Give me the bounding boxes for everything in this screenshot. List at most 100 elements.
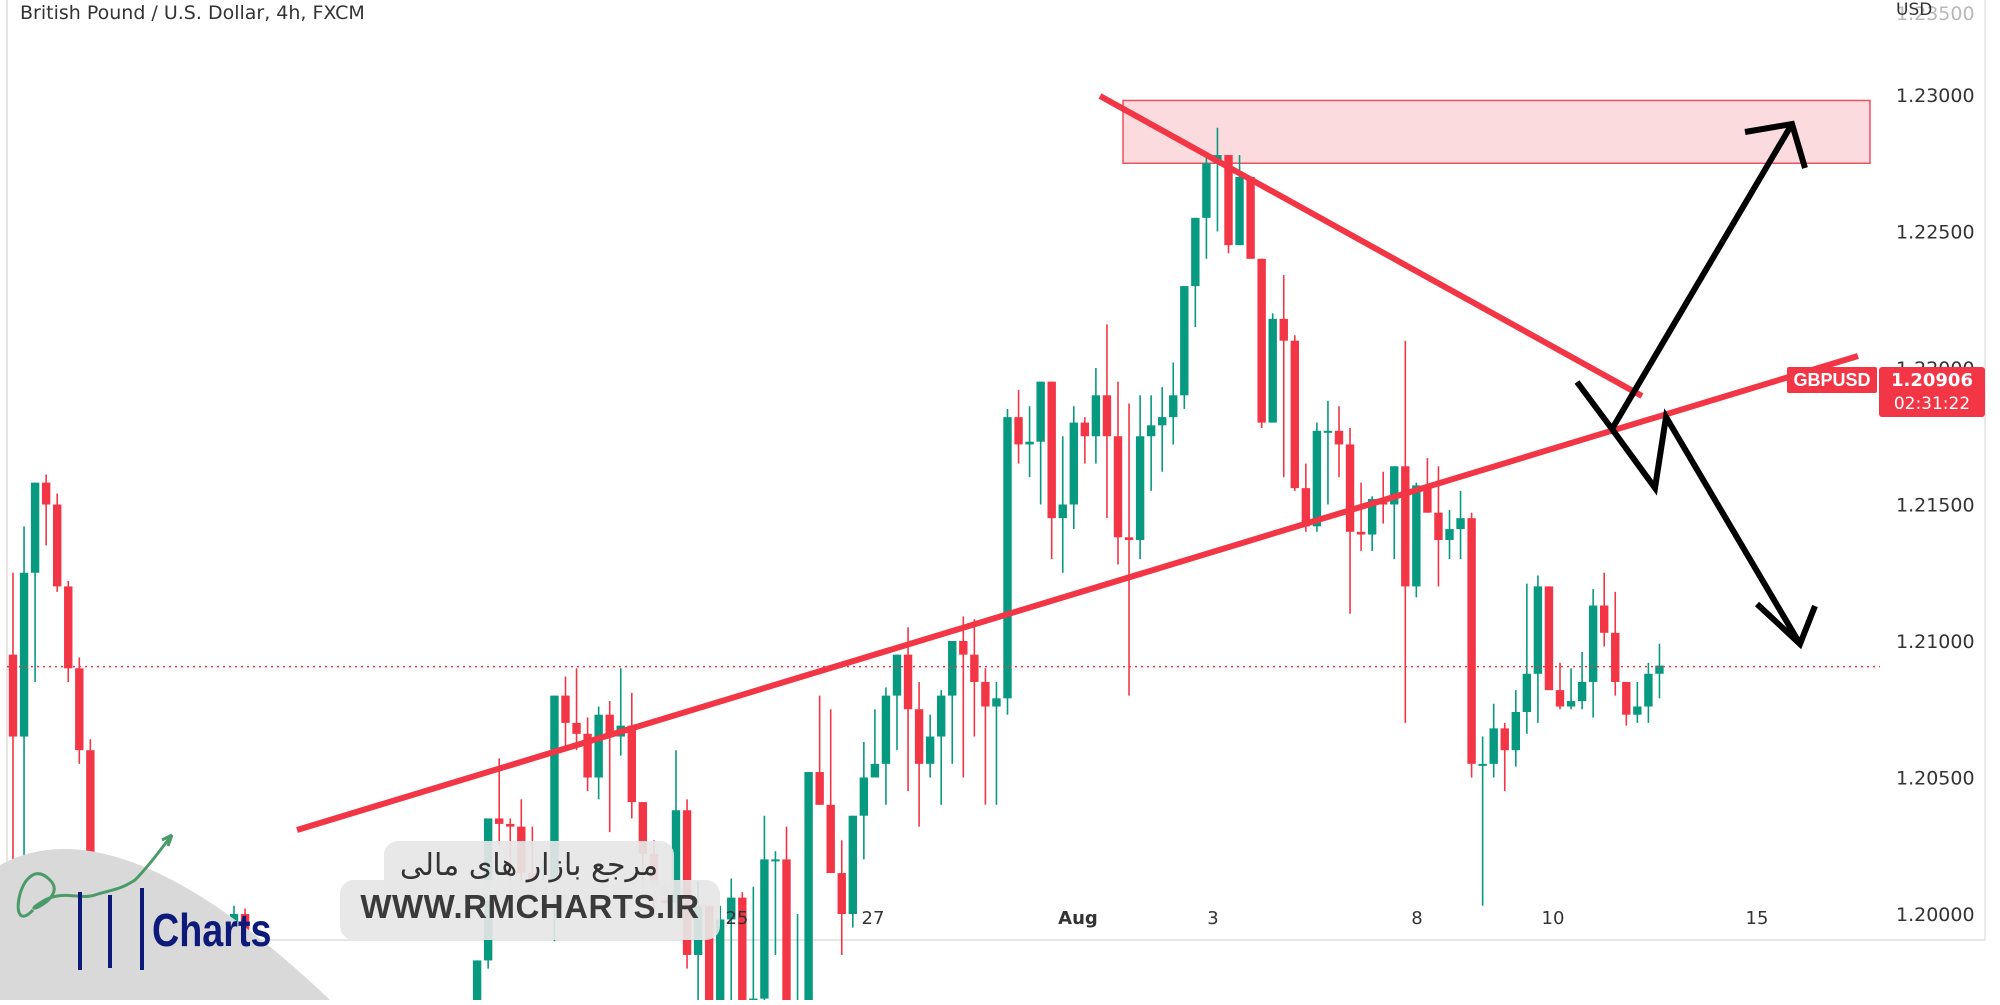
candle: [1047, 381, 1056, 560]
candle: [572, 668, 581, 751]
time-axis[interactable]: 25 27 Aug 3 8 10 15: [726, 908, 1769, 929]
descending-trendline[interactable]: [1098, 93, 1644, 399]
candle-body: [937, 695, 946, 737]
candle: [981, 668, 990, 805]
candle-body: [1356, 531, 1366, 535]
candle: [760, 815, 769, 1000]
candle: [583, 717, 592, 792]
logo-curve-icon: [16, 834, 174, 918]
candle: [1069, 406, 1078, 530]
candle: [1058, 436, 1067, 573]
candle: [716, 905, 725, 1000]
chart-title: British Pound / U.S. Dollar, 4h, FXCM: [20, 2, 365, 24]
logo-background-shape: [0, 849, 330, 1000]
candle: [1169, 362, 1178, 445]
candle: [1124, 403, 1134, 696]
currency-label: USD: [1896, 0, 1933, 20]
candle-body: [86, 750, 95, 914]
candle-body: [472, 960, 482, 1000]
down-arrow-head-icon: [1754, 601, 1818, 650]
candle-body: [749, 998, 758, 1000]
candle-body: [550, 695, 559, 882]
candle-body: [64, 586, 73, 669]
candle-body: [1423, 485, 1432, 513]
candle-body: [1058, 504, 1067, 519]
candle-body: [1600, 605, 1609, 633]
candle: [1633, 681, 1642, 723]
candle: [796, 914, 799, 1000]
candle: [870, 709, 880, 778]
candle-body: [959, 641, 968, 655]
candle-body: [804, 772, 813, 1000]
symbol-badge: GBPUSD: [1787, 367, 1877, 393]
candle-body: [1257, 258, 1266, 423]
candle: [30, 482, 40, 682]
candle-body: [992, 698, 1001, 707]
trendlines-layer[interactable]: [296, 93, 1859, 833]
candle-body: [506, 823, 515, 827]
candle-body: [1124, 537, 1134, 540]
candle: [1622, 681, 1631, 726]
candle: [1323, 400, 1333, 505]
up-scenario-path[interactable]: [1609, 122, 1795, 431]
time-tick-label: 10: [1542, 908, 1565, 929]
candle-body: [1334, 430, 1344, 445]
candle-body: [1091, 395, 1101, 437]
candle: [881, 687, 891, 805]
time-tick-label: Aug: [1058, 908, 1098, 929]
candle-body: [716, 919, 725, 1000]
candle: [1102, 324, 1112, 519]
candle: [1577, 651, 1587, 710]
ascending-trendline[interactable]: [296, 353, 1859, 833]
candle-body: [1158, 417, 1167, 426]
candle: [8, 572, 18, 860]
time-tick-label: 25: [726, 908, 749, 929]
candle: [1025, 406, 1034, 478]
candle-body: [925, 736, 935, 764]
candle-body: [605, 714, 614, 737]
price-tick-label: 1.21500: [1896, 495, 1975, 517]
candle: [1533, 575, 1543, 723]
candle-body: [1533, 586, 1543, 674]
candle: [1489, 703, 1498, 778]
time-tick-label: 3: [1207, 908, 1218, 929]
candle-body: [1191, 217, 1200, 287]
candle-body: [1611, 632, 1620, 682]
candle: [41, 474, 51, 546]
candle-body: [1235, 176, 1244, 246]
candle-body: [75, 668, 84, 751]
candle-body: [1633, 706, 1642, 715]
price-tick-label: 1.20000: [1896, 904, 1975, 926]
candle-body: [638, 802, 648, 854]
candle-body: [815, 772, 824, 805]
candle-body: [704, 905, 714, 1000]
candle: [1246, 176, 1255, 259]
candle: [64, 580, 73, 682]
candle: [848, 815, 857, 928]
candle: [970, 619, 979, 737]
candle: [1146, 395, 1156, 491]
candle: [1544, 586, 1554, 691]
candle: [1290, 335, 1299, 491]
candle-body: [859, 777, 869, 816]
candle: [616, 668, 625, 756]
candle: [1091, 368, 1101, 464]
candle-body: [1588, 605, 1598, 682]
time-tick-label: 15: [1746, 908, 1769, 929]
candle: [1555, 662, 1565, 710]
candle-body: [1566, 701, 1576, 707]
candle-body: [1345, 444, 1355, 532]
candle: [19, 526, 29, 860]
projection-arrows[interactable]: [1574, 120, 1818, 650]
candle-body: [41, 482, 51, 505]
candle: [1268, 313, 1277, 423]
up-arrow-head-icon: [1744, 120, 1808, 169]
watermark-url[interactable]: WWW.RMCHARTS.IR: [360, 888, 700, 925]
candle-body: [1036, 381, 1045, 442]
candle-body: [561, 695, 570, 723]
down-scenario-path[interactable]: [1574, 380, 1803, 646]
candle: [1158, 387, 1167, 472]
price-tick-label: 1.22500: [1896, 222, 1975, 244]
price-axis[interactable]: 1.230001.225001.220001.215001.210001.205…: [1896, 3, 1975, 1000]
candle: [627, 692, 636, 819]
